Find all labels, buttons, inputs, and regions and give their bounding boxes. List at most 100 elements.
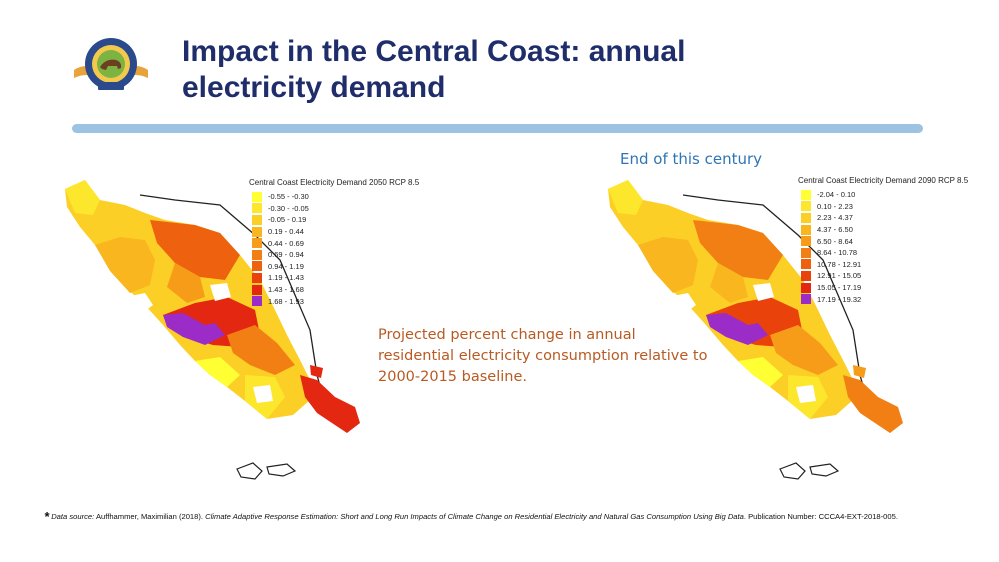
legend-item: 0.19 - 0.44 (249, 226, 419, 238)
legend-item: 0.44 - 0.69 (249, 237, 419, 249)
legend-swatch (252, 296, 262, 307)
legend-label: 10.78 - 12.91 (817, 259, 862, 269)
legend-swatch (252, 191, 262, 202)
legend-label: -0.30 - -0.05 (268, 203, 309, 213)
legend-item: 0.69 - 0.94 (249, 249, 419, 261)
legend-swatch (801, 259, 811, 270)
legend-item: 8.64 - 10.78 (798, 247, 968, 259)
map-region (843, 375, 903, 433)
legend-item: -2.04 - 0.10 (798, 189, 968, 201)
map-region (300, 375, 360, 433)
map-2050 (55, 175, 375, 485)
legend-label: 2.23 - 4.37 (817, 213, 853, 223)
legend-label: 0.44 - 0.69 (268, 238, 304, 248)
legend-swatch (252, 238, 262, 249)
legend-swatch (252, 249, 262, 260)
legend-swatch (252, 214, 262, 225)
map-gap (668, 293, 696, 315)
legend-item: 0.10 - 2.23 (798, 201, 968, 213)
legend-swatch (801, 294, 811, 305)
legend-item: 0.94 - 1.19 (249, 261, 419, 273)
map-region (853, 365, 866, 378)
map-region (95, 237, 155, 293)
legend-label: 1.68 - 1.93 (268, 296, 304, 306)
legend-label: 0.69 - 0.94 (268, 250, 304, 260)
legend-item: -0.55 - -0.30 (249, 191, 419, 203)
legend-item: -0.30 - -0.05 (249, 203, 419, 215)
legend-item: 1.43 - 1.68 (249, 284, 419, 296)
island-outline (779, 462, 806, 480)
end-of-century-label: End of this century (620, 150, 763, 168)
legend-swatch (252, 203, 262, 214)
legend-label: 17.19 - 19.32 (817, 294, 862, 304)
legend-swatch (252, 261, 262, 272)
map-region (65, 180, 100, 215)
legend-label: 1.43 - 1.68 (268, 285, 304, 295)
legend-label: 15.05 - 17.19 (817, 283, 862, 293)
map-region (195, 357, 240, 387)
map-region (693, 220, 783, 280)
legend-2090: Central Coast Electricity Demand 2090 RC… (798, 176, 968, 305)
legend-label: 1.19 - 1.43 (268, 273, 304, 283)
legend-label: -0.55 - -0.30 (268, 192, 309, 202)
legend-swatch (801, 270, 811, 281)
legend-label: 6.50 - 8.64 (817, 236, 853, 246)
map-region (608, 180, 643, 215)
map-gap (796, 385, 816, 403)
legend-label: 8.64 - 10.78 (817, 248, 858, 258)
title-line-1: Impact in the Central Coast: annual (182, 35, 686, 68)
map-region (227, 325, 295, 375)
legend-swatch (801, 224, 811, 235)
map-gap (253, 385, 273, 403)
map-region (310, 365, 323, 378)
slide-title: Impact in the Central Coast: annual elec… (182, 34, 882, 106)
legend-swatch (801, 282, 811, 293)
map-region (710, 263, 748, 303)
legend-item: 4.37 - 6.50 (798, 224, 968, 236)
legend-item: 12.91 - 15.05 (798, 270, 968, 282)
map-gap (753, 283, 774, 301)
legend-item: 2.23 - 4.37 (798, 212, 968, 224)
legend-label: 0.19 - 0.44 (268, 227, 304, 237)
source-publication: Publication Number: CCCA4-EXT-2018-005. (748, 512, 898, 521)
map-region (638, 237, 698, 293)
legend-label: 4.37 - 6.50 (817, 225, 853, 235)
legend-item: 1.68 - 1.93 (249, 295, 419, 307)
legend-item: -0.05 - 0.19 (249, 214, 419, 226)
legend-swatch (252, 284, 262, 295)
legend-swatch (252, 272, 262, 283)
island-outline (236, 462, 263, 480)
legend-swatch (801, 201, 811, 212)
map-region (770, 325, 838, 375)
source-title: Climate Adaptive Response Estimation: Sh… (205, 512, 744, 521)
california-seal-icon (74, 38, 148, 90)
map-caption: Projected percent change in annual resid… (378, 327, 708, 385)
legend-swatch (801, 236, 811, 247)
map-gap (125, 293, 153, 315)
legend-label: -0.05 - 0.19 (268, 215, 307, 225)
legend-item: 6.50 - 8.64 (798, 235, 968, 247)
map-region (738, 357, 783, 387)
legend-item: 15.05 - 17.19 (798, 282, 968, 294)
legend-2050: Central Coast Electricity Demand 2050 RC… (249, 178, 419, 307)
legend-label: 0.94 - 1.19 (268, 261, 304, 271)
legend-swatch (801, 247, 811, 258)
map-region-max (706, 313, 768, 345)
island-outline (809, 463, 840, 477)
legend-title: Central Coast Electricity Demand 2050 RC… (249, 178, 420, 187)
data-source-footnote: * Data source: Auffhammer, Maximilian (2… (44, 509, 898, 524)
footnote-star: * (44, 509, 50, 524)
title-line-2: electricity demand (182, 71, 446, 104)
legend-label: 0.10 - 2.23 (817, 201, 853, 211)
legend-swatch (801, 212, 811, 223)
map-2090 (598, 175, 918, 485)
source-label: Data source: (51, 512, 95, 521)
region-border (139, 194, 324, 398)
energy-commission-logo (72, 36, 150, 94)
legend-swatch (252, 226, 262, 237)
map-gap (210, 283, 231, 301)
legend-title: Central Coast Electricity Demand 2090 RC… (798, 176, 969, 185)
legend-label: 12.91 - 15.05 (817, 271, 862, 281)
island-outline (266, 463, 297, 477)
title-divider (72, 124, 923, 133)
